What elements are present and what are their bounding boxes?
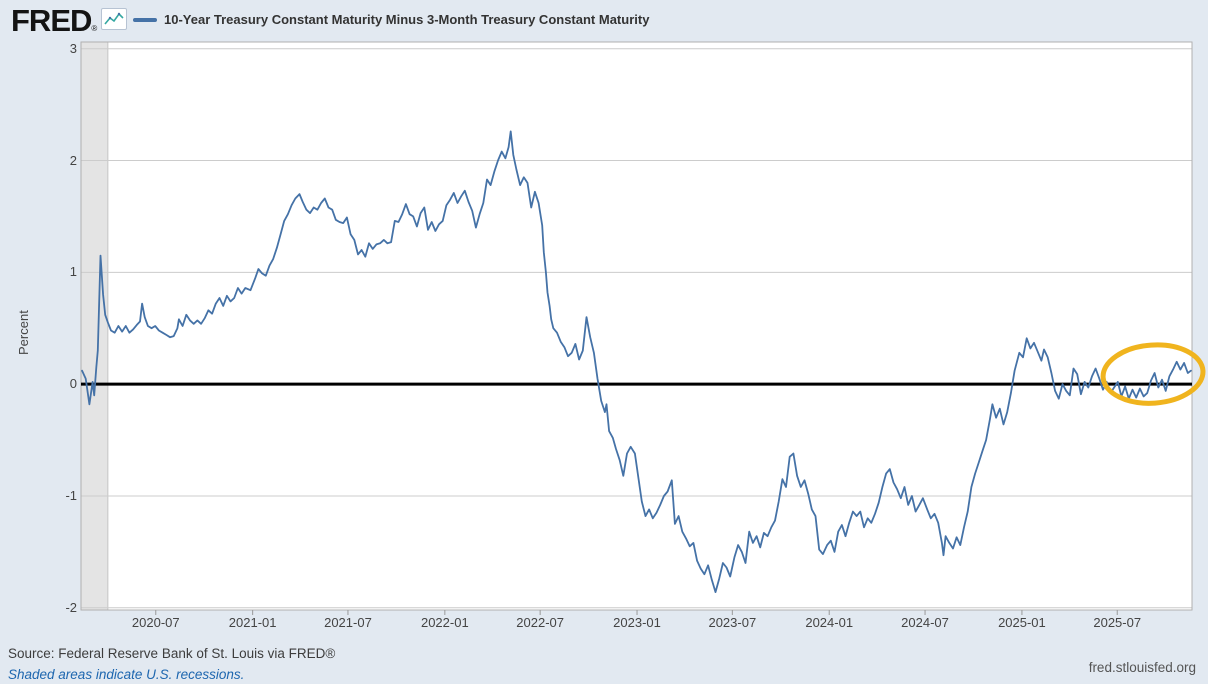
recession-shading: [81, 42, 108, 610]
x-tick-label: 2021-01: [228, 615, 277, 630]
fred-logo[interactable]: FRED®: [11, 3, 97, 39]
highlight-ellipse-annotation: [1100, 342, 1206, 406]
y-tick-label: -2: [65, 599, 77, 615]
y-tick-label: -1: [65, 487, 77, 503]
recession-note-link[interactable]: Shaded areas indicate U.S. recessions.: [8, 667, 245, 682]
fred-sparkline-icon: [101, 8, 127, 30]
y-axis-title: Percent: [16, 310, 31, 356]
x-tick-label: 2021-07: [324, 615, 372, 630]
footer-divider-strip: [0, 684, 1208, 699]
fred-logo-text: FRED: [11, 3, 92, 38]
series-line: [81, 130, 1192, 593]
x-tick-label: 2023-01: [613, 615, 661, 630]
legend-line-swatch: [133, 18, 157, 22]
fred-site-link[interactable]: fred.stlouisfed.org: [1088, 660, 1196, 675]
source-attribution: Source: Federal Reserve Bank of St. Loui…: [8, 646, 336, 661]
x-tick-label: 2025-01: [998, 615, 1046, 630]
x-tick-label: 2022-01: [420, 615, 469, 630]
x-tick-label: 2022-07: [516, 615, 564, 630]
legend-series-label: 10-Year Treasury Constant Maturity Minus…: [164, 12, 650, 27]
plot-background: [81, 42, 1192, 610]
x-tick-label: 2024-01: [805, 615, 854, 630]
plot-border: [80, 41, 1193, 611]
y-tick-label: 3: [69, 40, 77, 56]
x-tick-label: 2024-07: [901, 615, 949, 630]
y-tick-label: 1: [69, 264, 77, 280]
registered-mark: ®: [91, 24, 97, 33]
x-tick-label: 2020-07: [131, 615, 180, 630]
x-tick-label: 2025-07: [1093, 615, 1142, 630]
x-tick-label: 2023-07: [708, 615, 757, 630]
y-tick-label: 0: [69, 376, 77, 392]
y-tick-label: 2: [69, 152, 77, 168]
